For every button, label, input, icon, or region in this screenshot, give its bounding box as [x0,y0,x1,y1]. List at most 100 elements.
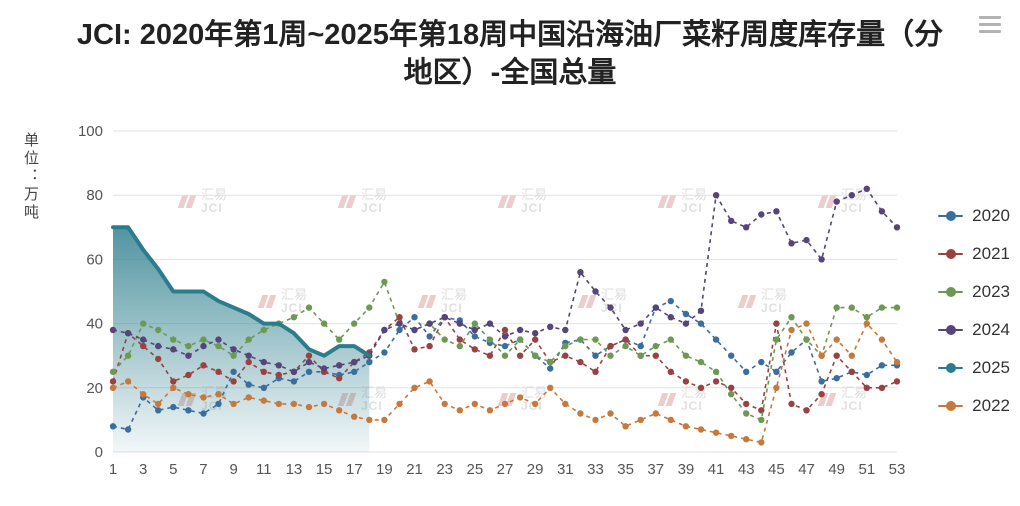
data-point[interactable] [562,400,569,408]
data-point[interactable] [562,342,569,350]
data-point[interactable] [275,371,282,379]
data-point[interactable] [773,384,780,391]
data-point[interactable] [396,314,403,321]
data-point[interactable] [622,342,629,350]
data-point[interactable] [411,314,418,321]
data-point[interactable] [140,336,147,343]
data-point[interactable] [682,310,690,318]
data-point[interactable] [607,342,614,350]
data-point[interactable] [245,336,252,343]
data-point[interactable] [878,336,886,343]
data-point[interactable] [743,410,750,417]
data-point[interactable] [833,375,840,382]
data-point[interactable] [140,320,147,327]
data-point[interactable] [441,336,448,343]
data-point[interactable] [426,333,433,340]
data-point[interactable] [351,358,358,366]
data-point[interactable] [230,346,237,353]
data-point[interactable] [215,336,222,343]
data-point[interactable] [501,352,509,359]
data-point[interactable] [260,384,267,391]
data-point[interactable] [516,394,524,401]
data-point[interactable] [411,346,418,353]
data-point[interactable] [848,368,855,375]
data-point[interactable] [456,342,463,350]
data-point[interactable] [758,211,765,218]
data-point[interactable] [562,326,569,334]
legend-item-2025[interactable]: 2025 [938,356,1010,380]
data-point[interactable] [396,320,403,327]
data-point[interactable] [743,400,750,408]
data-point[interactable] [245,358,252,366]
data-point[interactable] [652,352,659,359]
data-point[interactable] [185,342,192,350]
data-point[interactable] [818,352,825,359]
data-point[interactable] [230,378,237,385]
data-point[interactable] [245,381,252,388]
data-point[interactable] [728,432,735,440]
data-point[interactable] [320,365,328,372]
data-point[interactable] [109,326,117,334]
data-point[interactable] [185,391,192,398]
data-point[interactable] [170,336,177,343]
data-point[interactable] [305,304,313,311]
data-point[interactable] [109,368,117,375]
data-point[interactable] [728,391,735,398]
data-point[interactable] [305,368,313,375]
legend-item-2022[interactable]: 2022 [938,394,1010,418]
data-point[interactable] [366,304,373,311]
series-2024[interactable] [109,185,901,375]
data-point[interactable] [305,358,313,366]
data-point[interactable] [245,352,252,359]
data-point[interactable] [471,326,478,334]
data-point[interactable] [803,336,810,343]
data-point[interactable] [200,410,207,417]
data-point[interactable] [758,407,765,414]
data-point[interactable] [396,400,403,408]
data-point[interactable] [170,403,177,411]
data-point[interactable] [803,320,810,327]
data-point[interactable] [697,384,705,391]
data-point[interactable] [592,336,599,343]
data-point[interactable] [818,391,825,398]
data-point[interactable] [607,304,614,311]
data-point[interactable] [712,336,720,343]
data-point[interactable] [336,407,343,414]
data-point[interactable] [577,410,584,417]
data-point[interactable] [305,403,313,411]
data-point[interactable] [245,394,252,401]
data-point[interactable] [547,384,554,391]
data-point[interactable] [486,336,494,343]
data-point[interactable] [471,333,478,340]
data-point[interactable] [155,342,162,350]
data-point[interactable] [456,336,463,343]
data-point[interactable] [260,397,267,404]
data-point[interactable] [833,336,840,343]
data-point[interactable] [577,336,584,343]
legend-item-2023[interactable]: 2023 [938,280,1010,304]
data-point[interactable] [155,407,162,414]
data-point[interactable] [140,391,147,398]
data-point[interactable] [170,384,177,391]
data-point[interactable] [124,352,132,359]
data-point[interactable] [336,362,343,369]
data-point[interactable] [486,320,494,327]
data-point[interactable] [773,368,780,375]
data-point[interactable] [547,358,554,366]
data-point[interactable] [155,326,162,334]
data-point[interactable] [577,358,584,366]
data-point[interactable] [637,342,644,350]
data-point[interactable] [682,352,690,359]
data-point[interactable] [758,439,765,446]
data-point[interactable] [878,384,886,391]
data-point[interactable] [893,224,901,231]
data-point[interactable] [426,378,433,385]
data-point[interactable] [697,358,705,366]
data-point[interactable] [200,362,207,369]
data-point[interactable] [833,352,840,359]
data-point[interactable] [532,400,539,408]
data-point[interactable] [682,320,690,327]
data-point[interactable] [336,336,343,343]
data-point[interactable] [622,336,629,343]
data-point[interactable] [667,416,674,424]
